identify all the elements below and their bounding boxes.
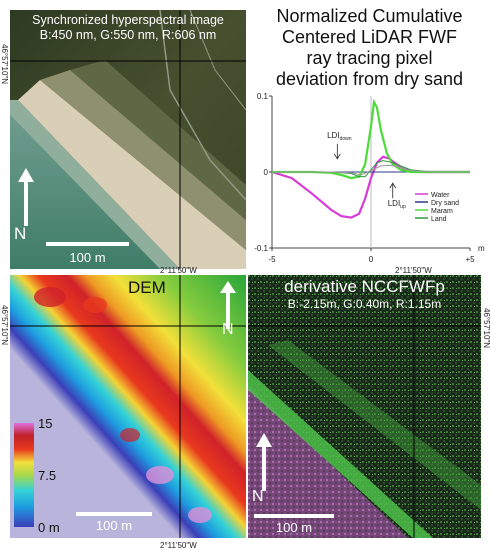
longitude-label-bottom: 2°11'50"W xyxy=(160,541,197,550)
scale-bar xyxy=(46,242,129,246)
colorbar xyxy=(14,423,34,527)
chart-title: Normalized Cumulative Centered LiDAR FWF… xyxy=(252,6,487,90)
colorbar-tick: 15 xyxy=(38,416,53,431)
hyperspectral-image xyxy=(10,10,246,269)
legend-label: Land xyxy=(431,216,447,223)
latitude-label-right: 46°57'10"N xyxy=(482,308,491,349)
longitude-label-middle: 2°11'50"W xyxy=(160,266,197,275)
latitude-label-left-lower: 46°57'10"N xyxy=(0,305,9,346)
derivative-bands: B:-2.15m, G:0.40m, R:1.15m xyxy=(287,297,442,311)
y-tick-label: 0.1 xyxy=(257,92,269,101)
photo-bands: B:450 nm, G:550 nm, R:606 nm xyxy=(39,28,217,42)
derivative-title: derivative NCCFWFp xyxy=(284,277,445,296)
north-arrow-icon xyxy=(220,281,236,329)
derivative-panel: derivative NCCFWFp B:-2.15m, G:0.40m, R:… xyxy=(248,275,481,538)
y-tick-label: -0.1 xyxy=(254,244,268,253)
scale-label: 100 m xyxy=(95,518,133,533)
chart-title-line: deviation from dry sand xyxy=(275,69,464,89)
derivative-image xyxy=(248,275,481,538)
scale-bar xyxy=(254,514,334,518)
north-arrow-icon xyxy=(256,433,272,491)
x-tick-label: +5 xyxy=(465,255,475,264)
north-label: N xyxy=(252,488,264,505)
series-line xyxy=(272,160,470,178)
series-line xyxy=(272,164,470,176)
legend-label: Maram xyxy=(431,208,453,215)
chart-title-line: ray tracing pixel xyxy=(306,48,433,68)
legend-label: Water xyxy=(431,192,450,199)
colorbar-tick: 7.5 xyxy=(38,468,57,483)
latitude-label-left: 46°57'10"N xyxy=(0,44,9,85)
legend-label: Dry sand xyxy=(431,200,459,207)
colorbar-tick: 0 m xyxy=(38,520,60,535)
north-label: N xyxy=(14,224,27,243)
photo-title: Synchronized hyperspectral image xyxy=(32,13,224,27)
deviation-chart: -5 0 +5 m 0.1 0 -0.1 Water Dry sand Maram Land LD… xyxy=(250,88,491,273)
longitude-label-top: 2°11'50"W xyxy=(395,266,432,275)
scale-bar xyxy=(76,512,152,516)
dem-image xyxy=(10,275,246,538)
y-tick-label: 0 xyxy=(264,168,269,177)
dem-title: DEM xyxy=(128,278,166,297)
scale-label: 100 m xyxy=(275,520,313,535)
chart-title-line: Centered LiDAR FWF xyxy=(281,27,458,47)
series-line xyxy=(272,98,470,180)
annotation-subscript: down xyxy=(340,136,352,142)
hyperspectral-image-panel: Synchronized hyperspectral image B:450 n… xyxy=(10,10,246,269)
north-label: N xyxy=(222,321,234,338)
x-tick-label: 0 xyxy=(369,255,374,264)
annotation-arrowhead xyxy=(333,153,341,160)
dem-panel: 15 7.5 0 m DEM N 100 m xyxy=(10,275,246,538)
north-arrow-icon xyxy=(18,168,34,226)
annotation-label: LDIdown xyxy=(327,131,352,142)
chart-title-line: Normalized Cumulative xyxy=(276,6,463,26)
x-tick-label: -5 xyxy=(268,255,276,264)
annotation-subscript: up xyxy=(400,204,406,210)
x-unit-label: m xyxy=(478,244,485,253)
annotation-label: LDIup xyxy=(388,199,406,210)
annotation-arrowhead xyxy=(389,182,397,189)
scale-label: 100 m xyxy=(69,250,106,265)
